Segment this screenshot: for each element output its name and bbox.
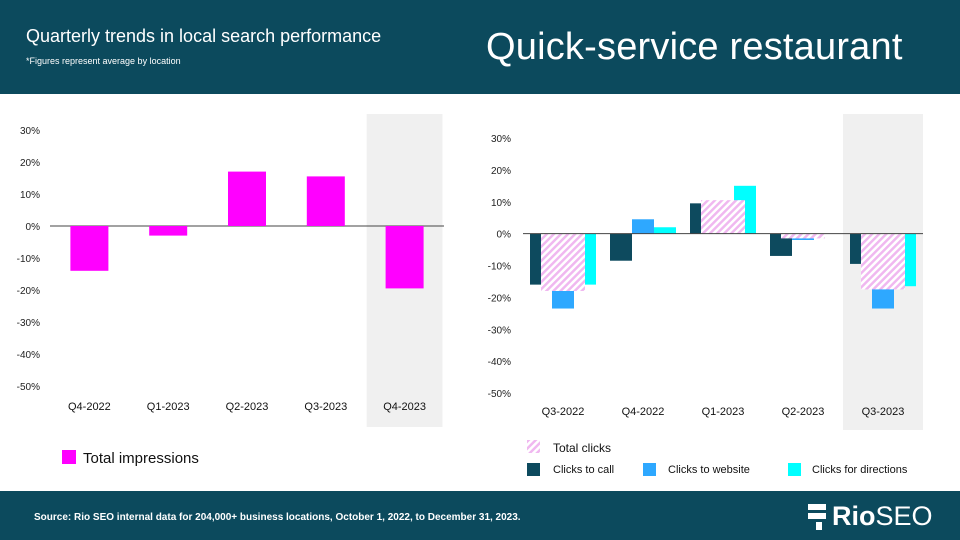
bar-clicks-to-website: [632, 219, 654, 234]
source-note: Source: Rio SEO internal data for 204,00…: [34, 512, 521, 523]
bar-total-impressions: [228, 171, 266, 226]
legend-label-total-clicks: Total clicks: [553, 441, 612, 455]
x-category-label: Q4-2023: [383, 401, 426, 413]
y-tick-label: -40%: [17, 350, 40, 361]
y-tick-label: -10%: [17, 254, 40, 265]
bar-total-clicks: [701, 200, 745, 234]
legend-swatch-website: [643, 463, 656, 476]
y-tick-label: 30%: [491, 134, 511, 145]
legend-label-directions: Clicks for directions: [812, 464, 908, 476]
bar-total-impressions: [385, 226, 424, 289]
y-tick-label: 0%: [26, 222, 41, 233]
bar-total-impressions: [149, 226, 188, 236]
x-category-label: Q3-2023: [304, 401, 347, 413]
x-category-label: Q3-2023: [862, 406, 905, 418]
x-category-label: Q4-2022: [622, 406, 665, 418]
legend-label-impressions: Total impressions: [83, 450, 199, 467]
header-banner: Quarterly trends in local search perform…: [0, 0, 960, 94]
bar-clicks-to-call: [770, 233, 792, 256]
logo-bold-text: Rio: [832, 501, 876, 531]
y-tick-label: -30%: [17, 318, 40, 329]
rio-logo-icon: [808, 504, 826, 530]
clicks-chart: 30% 20% 10% 0% -10% -20% -30% -40% -50% Q3-2022 Q…: [488, 114, 923, 430]
impressions-chart: 30% 20% 10% 0% -10% -20% -30% -40% -50% Q4-2022 Q…: [17, 114, 444, 427]
y-tick-label: -20%: [488, 293, 511, 304]
x-category-label: Q1-2023: [702, 406, 745, 418]
x-category-label: Q3-2022: [542, 406, 585, 418]
y-tick-label: 20%: [20, 158, 40, 169]
y-tick-label: -50%: [488, 389, 511, 400]
y-tick-label: -10%: [488, 262, 511, 273]
logo-light-text: SEO: [875, 501, 933, 531]
bar-clicks-to-call: [610, 233, 632, 261]
legend-swatch-total-clicks: [527, 440, 540, 453]
segment-title: Quick-service restaurant: [486, 26, 903, 68]
rio-seo-logo: RioSEO: [808, 499, 948, 533]
legend-label-website: Clicks to website: [668, 464, 750, 476]
y-tick-label: -20%: [17, 286, 40, 297]
legend-swatch-impressions: [62, 450, 76, 464]
bar-clicks-for-directions: [654, 227, 676, 234]
y-tick-label: 20%: [491, 166, 511, 177]
bar-total-impressions: [306, 176, 345, 226]
y-tick-label: -40%: [488, 357, 511, 368]
x-category-label: Q2-2023: [782, 406, 825, 418]
y-tick-label: 0%: [497, 230, 512, 241]
legend-label-calls: Clicks to call: [553, 464, 615, 476]
legend-swatch-directions: [788, 463, 801, 476]
x-category-label: Q2-2023: [226, 401, 269, 413]
bar-total-impressions: [70, 226, 109, 271]
x-category-label: Q1-2023: [147, 401, 190, 413]
y-tick-label: 10%: [491, 198, 511, 209]
bar-total-clicks: [781, 233, 825, 239]
bar-total-clicks: [861, 233, 905, 290]
y-tick-label: 10%: [20, 190, 40, 201]
y-tick-label: 30%: [20, 126, 40, 137]
y-tick-label: -50%: [17, 382, 40, 393]
y-tick-label: -30%: [488, 325, 511, 336]
x-category-label: Q4-2022: [68, 401, 111, 413]
page-subtitle: *Figures represent average by location: [26, 56, 181, 66]
page-title: Quarterly trends in local search perform…: [26, 26, 382, 46]
legend-swatch-calls: [527, 463, 540, 476]
bar-total-clicks: [541, 233, 585, 291]
footer-banner: Source: Rio SEO internal data for 204,00…: [0, 491, 960, 540]
